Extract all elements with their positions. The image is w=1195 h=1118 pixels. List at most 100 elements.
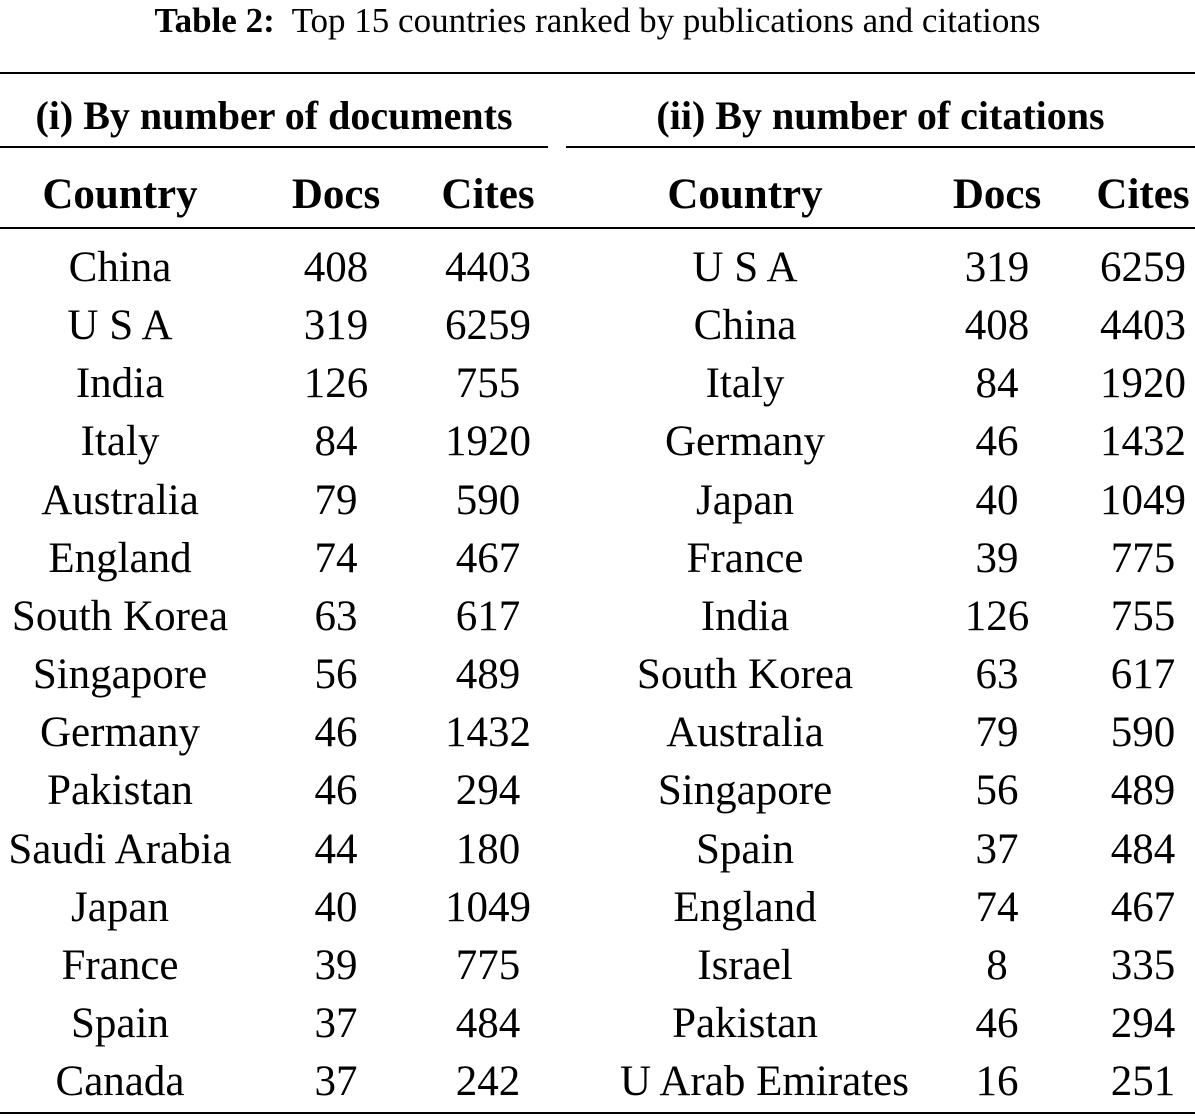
right-row-6-cites: 775 [1110, 534, 1176, 582]
group-rule-documents [0, 146, 548, 148]
right-row-4-country: Germany [665, 418, 825, 466]
right-row-9-docs: 79 [975, 709, 1019, 757]
left-row-14-docs: 37 [314, 999, 358, 1047]
left-row-9-cites: 1432 [445, 709, 531, 757]
left-row-13-docs: 39 [314, 941, 358, 989]
right-header-country: Country [667, 171, 823, 218]
left-header-docs: Docs [291, 171, 381, 218]
left-row-15-docs: 37 [314, 1058, 358, 1106]
left-row-14-cites: 484 [455, 999, 521, 1047]
left-row-7-docs: 63 [314, 592, 358, 640]
right-row-14-country: Pakistan [672, 999, 818, 1047]
left-row-12-docs: 40 [314, 883, 358, 931]
right-header-cites: Cites [1096, 171, 1190, 218]
left-row-10-docs: 46 [314, 767, 358, 815]
left-row-10-country: Pakistan [47, 767, 193, 815]
right-row-10-country: Singapore [657, 767, 833, 815]
right-row-4-cites: 1432 [1100, 418, 1186, 466]
right-row-8-country: South Korea [636, 651, 854, 699]
right-row-11-cites: 484 [1110, 825, 1176, 873]
table-caption-label: Table 2: [154, 1, 275, 40]
right-row-15-country: U Arab Emirates [620, 1058, 909, 1106]
right-row-13-country: Israel [697, 941, 793, 989]
group-rule-citations [566, 146, 1195, 148]
right-row-10-cites: 489 [1110, 767, 1176, 815]
right-row-13-docs: 8 [986, 941, 1008, 989]
right-row-11-country: Spain [696, 825, 794, 873]
left-row-8-docs: 56 [314, 651, 358, 699]
left-row-8-cites: 489 [455, 651, 521, 699]
right-row-13-cites: 335 [1110, 941, 1176, 989]
left-row-7-cites: 617 [455, 592, 521, 640]
left-row-6-docs: 74 [314, 534, 358, 582]
left-row-2-docs: 319 [303, 302, 369, 350]
right-row-12-cites: 467 [1110, 883, 1176, 931]
bottom-rule [0, 1112, 1195, 1114]
left-row-9-country: Germany [40, 709, 200, 757]
right-row-12-country: England [673, 883, 817, 931]
right-row-14-cites: 294 [1110, 999, 1176, 1047]
right-row-9-cites: 590 [1110, 709, 1176, 757]
left-row-1-country: China [68, 244, 172, 291]
left-row-4-country: Italy [80, 418, 160, 466]
left-row-5-docs: 79 [314, 476, 358, 524]
right-row-5-docs: 40 [975, 476, 1019, 524]
left-row-3-docs: 126 [303, 360, 369, 408]
left-row-8-country: Singapore [32, 651, 208, 699]
right-row-6-country: France [686, 534, 804, 582]
left-row-12-cites: 1049 [445, 883, 531, 931]
left-row-6-cites: 467 [455, 534, 521, 582]
left-row-12-country: Japan [71, 883, 169, 931]
right-row-1-country: U S A [692, 244, 798, 291]
right-row-2-country: China [693, 302, 797, 350]
right-row-3-cites: 1920 [1100, 360, 1186, 408]
left-row-2-country: U S A [67, 302, 173, 350]
right-row-7-country: India [700, 592, 790, 640]
table-caption-text: Top 15 countries ranked by publications … [291, 1, 1041, 40]
left-row-2-cites: 6259 [445, 302, 531, 350]
right-row-14-docs: 46 [975, 999, 1019, 1047]
left-row-9-docs: 46 [314, 709, 358, 757]
left-row-1-cites: 4403 [445, 244, 531, 291]
table-caption: Table 2: Top 15 countries ranked by publ… [0, 0, 1195, 42]
right-row-1-docs: 319 [964, 244, 1030, 291]
right-row-5-cites: 1049 [1100, 476, 1186, 524]
right-row-5-country: Japan [696, 476, 794, 524]
left-row-13-cites: 775 [455, 941, 521, 989]
header-rule [0, 227, 1195, 229]
left-row-5-cites: 590 [455, 476, 521, 524]
left-row-6-country: England [48, 534, 192, 582]
left-row-15-country: Canada [55, 1058, 185, 1106]
left-row-11-country: Saudi Arabia [8, 825, 232, 873]
right-row-2-docs: 408 [964, 302, 1030, 350]
right-row-11-docs: 37 [975, 825, 1019, 873]
group-title-citations: (ii) By number of citations [656, 93, 1105, 138]
right-row-10-docs: 56 [975, 767, 1019, 815]
right-row-1-cites: 6259 [1100, 244, 1186, 291]
right-row-3-country: Italy [705, 360, 785, 408]
right-row-6-docs: 39 [975, 534, 1019, 582]
right-row-15-cites: 251 [1110, 1058, 1176, 1106]
right-row-2-cites: 4403 [1100, 302, 1186, 350]
right-row-8-docs: 63 [975, 651, 1019, 699]
left-row-11-cites: 180 [455, 825, 521, 873]
left-row-3-cites: 755 [455, 360, 521, 408]
left-row-4-docs: 84 [314, 418, 358, 466]
right-row-12-docs: 74 [975, 883, 1019, 931]
right-row-8-cites: 617 [1110, 651, 1176, 699]
right-row-3-docs: 84 [975, 360, 1019, 408]
left-row-15-cites: 242 [455, 1058, 521, 1106]
group-title-documents: (i) By number of documents [35, 93, 513, 138]
left-row-10-cites: 294 [455, 767, 521, 815]
right-row-4-docs: 46 [975, 418, 1019, 466]
right-header-docs: Docs [952, 171, 1042, 218]
left-row-4-cites: 1920 [445, 418, 531, 466]
left-row-3-country: India [75, 360, 165, 408]
left-row-5-country: Australia [41, 476, 199, 524]
left-header-cites: Cites [441, 171, 535, 218]
right-row-7-cites: 755 [1110, 592, 1176, 640]
left-row-1-docs: 408 [303, 244, 369, 291]
top-rule [0, 72, 1195, 74]
left-row-13-country: France [61, 941, 179, 989]
right-row-9-country: Australia [666, 709, 824, 757]
